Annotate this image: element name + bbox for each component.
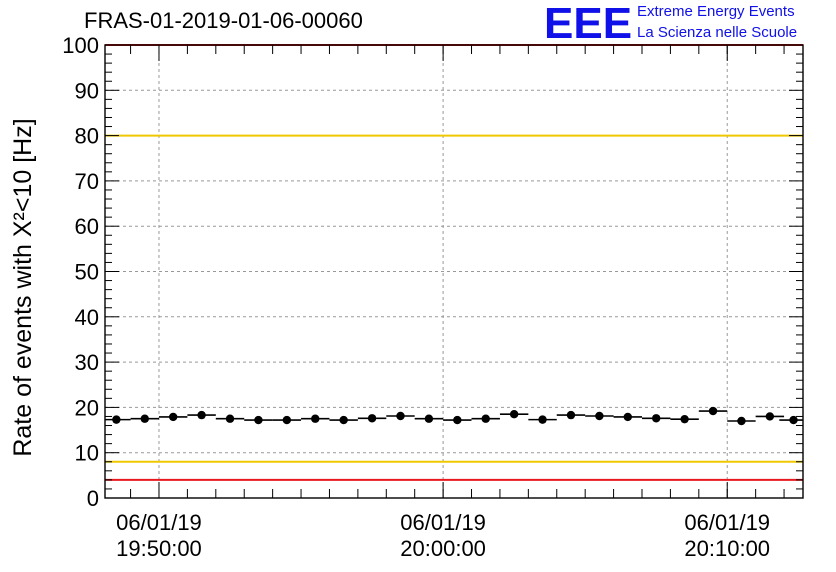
data-point bbox=[566, 410, 576, 420]
eee-logo: EEE bbox=[544, 0, 633, 48]
y-tick-label: 70 bbox=[75, 169, 99, 194]
data-point bbox=[168, 412, 178, 422]
data-point bbox=[737, 416, 746, 426]
chart-title: FRAS-01-2019-01-06-00060 bbox=[84, 8, 363, 33]
y-axis: 0 10 20 30 40 50 60 70 80 90 100 bbox=[62, 33, 803, 511]
x-tick-date-label: 06/01/19 bbox=[684, 510, 770, 535]
y-axis-label: Rate of events with X²<10 [Hz] bbox=[9, 118, 37, 456]
y-tick-label: 10 bbox=[75, 441, 99, 466]
data-point bbox=[509, 409, 519, 419]
data-point bbox=[140, 414, 149, 423]
x-axis: 06/01/1919:50:0006/01/1920:00:0006/01/19… bbox=[116, 45, 785, 561]
data-point bbox=[789, 415, 798, 425]
logo-line-1: Extreme Energy Events bbox=[637, 3, 795, 20]
y-tick-label: 80 bbox=[75, 124, 99, 149]
x-tick-time-label: 20:00:00 bbox=[400, 536, 486, 561]
y-tick-label: 60 bbox=[75, 214, 99, 239]
data-point bbox=[652, 414, 661, 423]
data-point bbox=[367, 414, 377, 423]
data-point bbox=[396, 411, 405, 421]
y-tick-label: 30 bbox=[75, 350, 99, 375]
data-point bbox=[481, 414, 490, 423]
data-series bbox=[105, 406, 803, 426]
data-point bbox=[112, 415, 121, 424]
data-point bbox=[623, 412, 632, 422]
y-tick-label: 20 bbox=[75, 395, 99, 420]
x-tick-date-label: 06/01/19 bbox=[116, 510, 202, 535]
data-point bbox=[424, 414, 434, 423]
y-tick-label: 100 bbox=[62, 33, 99, 58]
data-point bbox=[225, 414, 235, 423]
x-tick-time-label: 19:50:00 bbox=[116, 536, 202, 561]
data-point bbox=[197, 410, 206, 420]
data-point bbox=[538, 415, 547, 424]
data-point bbox=[453, 415, 462, 425]
x-tick-date-label: 06/01/19 bbox=[400, 510, 486, 535]
logo-line-2: La Scienza nelle Scuole bbox=[637, 24, 798, 41]
y-tick-label: 40 bbox=[75, 305, 99, 330]
data-point bbox=[339, 415, 348, 425]
data-point bbox=[311, 414, 320, 423]
y-tick-label: 50 bbox=[75, 260, 99, 285]
data-point bbox=[282, 415, 292, 425]
data-point bbox=[254, 415, 263, 425]
y-tick-label: 90 bbox=[75, 78, 99, 103]
y-tick-label: 0 bbox=[87, 486, 99, 511]
x-tick-time-label: 20:10:00 bbox=[684, 536, 770, 561]
data-point bbox=[765, 412, 775, 421]
data-point bbox=[680, 414, 689, 424]
data-point bbox=[595, 411, 604, 421]
grid bbox=[105, 45, 803, 498]
data-point bbox=[708, 406, 718, 416]
